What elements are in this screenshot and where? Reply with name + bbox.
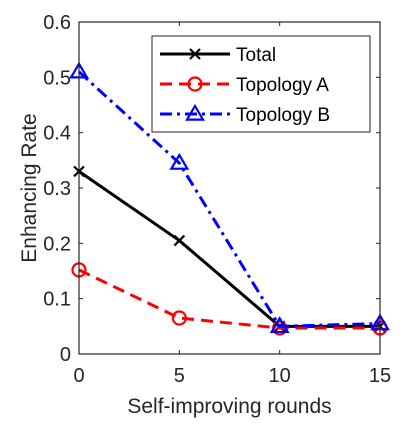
legend-marker-1 — [189, 48, 201, 60]
series-line-2 — [78, 268, 380, 330]
y-tick-label-5: 0.4 — [43, 123, 71, 145]
series-layer — [69, 61, 390, 336]
x-tick-label-1: 0 — [73, 365, 84, 387]
series-line-3 — [77, 70, 381, 328]
legend-marker-1-stroke-b — [189, 48, 201, 60]
y-tick-label-7: 0.6 — [43, 12, 71, 34]
legend-marker-3 — [185, 103, 205, 121]
legend-label-2: Topology A — [236, 75, 329, 96]
series-1-marker-2 — [173, 234, 186, 247]
y-tick-label-4: 0.3 — [43, 178, 71, 200]
x-tick-label-3: 10 — [269, 365, 291, 387]
legend-label-3: Topology B — [236, 105, 330, 126]
axes-layer — [78, 21, 381, 355]
series-2-marker-2 — [171, 310, 187, 326]
x-tick-label-2: 5 — [174, 365, 185, 387]
y-tick-label-1: 0 — [60, 344, 71, 366]
x-axis-label: Self-improving rounds — [127, 395, 331, 418]
series-3-marker-3 — [269, 316, 290, 334]
series-1-marker-2-stroke-b — [173, 234, 186, 247]
y-tick-label-3: 0.2 — [43, 233, 71, 255]
y-axis-label: Enhancing Rate — [18, 113, 41, 262]
y-tick-label-6: 0.5 — [43, 67, 71, 89]
series-3-marker-2 — [169, 152, 190, 170]
legend-label-1: Total — [236, 45, 276, 66]
y-tick-label-2: 0.1 — [43, 289, 71, 311]
tick-labels: 0 5 10 15 0 0.1 0.2 0.3 0.4 0.5 0.6 — [43, 12, 391, 387]
legend: Total Topology A Topology B — [151, 35, 371, 133]
x-tick-label-4: 15 — [369, 365, 391, 387]
legend-marker-2 — [187, 76, 203, 92]
